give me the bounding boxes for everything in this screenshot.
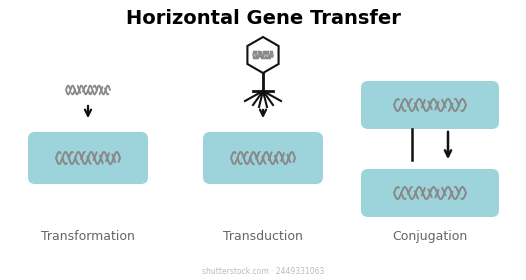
FancyBboxPatch shape <box>28 132 148 184</box>
Polygon shape <box>247 37 279 73</box>
Text: Transduction: Transduction <box>223 230 303 243</box>
Text: Transformation: Transformation <box>41 230 135 243</box>
Text: shutterstock.com · 2449331063: shutterstock.com · 2449331063 <box>202 267 324 277</box>
FancyBboxPatch shape <box>361 169 499 217</box>
FancyBboxPatch shape <box>203 132 323 184</box>
Text: Horizontal Gene Transfer: Horizontal Gene Transfer <box>126 8 400 27</box>
Text: Conjugation: Conjugation <box>392 230 468 243</box>
FancyBboxPatch shape <box>361 81 499 129</box>
